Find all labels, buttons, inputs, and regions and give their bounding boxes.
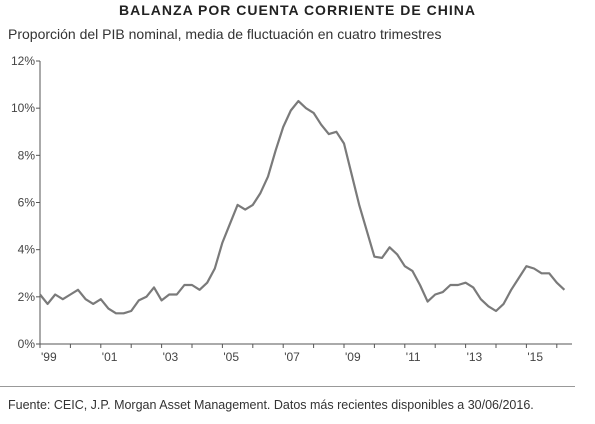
source-divider [0, 386, 575, 387]
x-tick-label: '15 [527, 350, 543, 364]
x-tick-label: '05 [223, 350, 239, 364]
line-chart: 0% 2% 4% 6% 8% 10% 12% '99 '01 '03 '05 '07 '09 '11 '13… [11, 54, 572, 364]
y-tick-label: 10% [11, 101, 35, 115]
x-tick-label: '01 [102, 350, 118, 364]
y-tick-label: 0% [18, 337, 36, 351]
series-line [39, 99, 566, 315]
x-tick-label: '13 [467, 350, 483, 364]
y-tick-label: 8% [18, 148, 36, 162]
chart-title: BALANZA POR CUENTA CORRIENTE DE CHINA [119, 2, 476, 18]
y-tick-label: 12% [11, 54, 35, 68]
y-tick-label: 6% [18, 196, 36, 210]
x-tick-label: '11 [406, 350, 421, 364]
x-tick-label: '99 [41, 350, 57, 364]
x-tick-label: '09 [345, 350, 361, 364]
source-note: Fuente: CEIC, J.P. Morgan Asset Manageme… [8, 398, 534, 412]
x-tick-label: '07 [284, 350, 300, 364]
x-tick-label: '03 [163, 350, 179, 364]
chart-subtitle: Proporción del PIB nominal, media de flu… [8, 26, 442, 42]
y-tick-label: 4% [18, 243, 36, 257]
y-tick-label: 2% [18, 290, 36, 304]
